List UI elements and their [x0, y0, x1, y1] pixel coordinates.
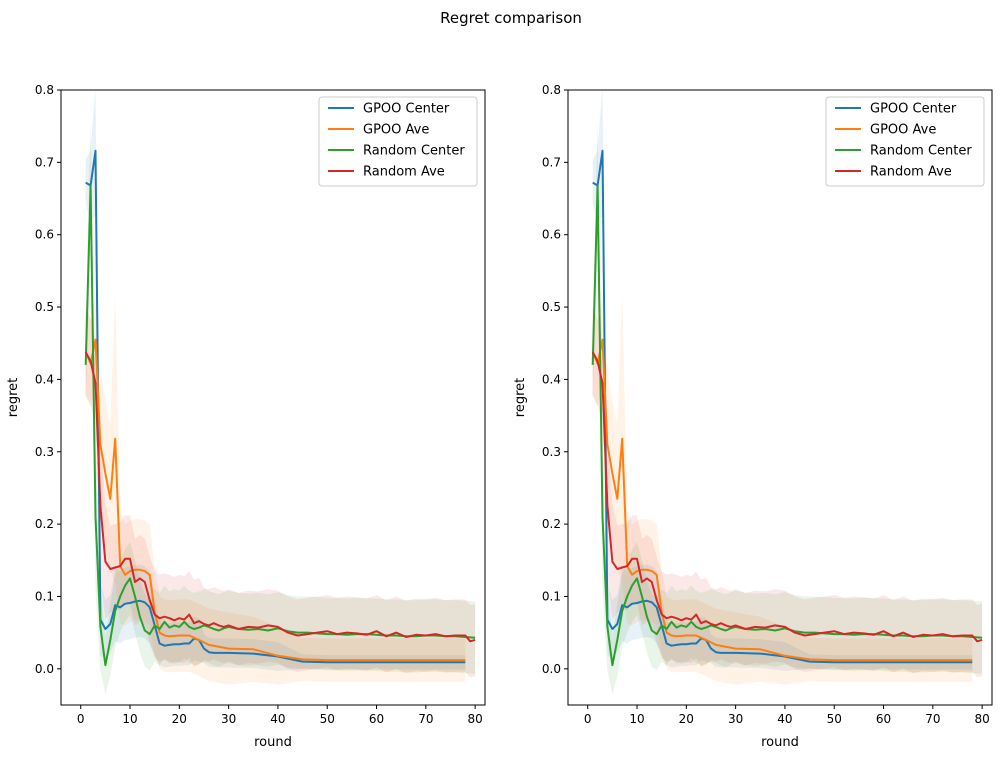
y-tick-label: 0.8 — [35, 83, 54, 97]
legend-label: Random Center — [363, 144, 465, 159]
x-tick-label: 10 — [122, 712, 137, 726]
legend-box — [318, 96, 478, 187]
x-tick-label: 50 — [827, 712, 842, 726]
y-tick-label: 0.6 — [542, 228, 561, 242]
y-axis-label: regret — [6, 378, 21, 417]
legend-label: Random Center — [870, 144, 972, 159]
y-tick-label: 0.4 — [35, 372, 54, 386]
x-tick-label: 0 — [584, 712, 592, 726]
x-tick-label: 20 — [172, 712, 187, 726]
y-tick-label: 0.1 — [542, 589, 561, 603]
legend: GPOO Center GPOO Ave Random Center Random A… — [825, 96, 985, 187]
y-tick-label: 0.4 — [542, 372, 561, 386]
x-tick-label: 10 — [629, 712, 644, 726]
line-random-ave — [591, 351, 983, 643]
y-tick-label: 0.1 — [35, 589, 54, 603]
legend-label: GPOO Center — [870, 102, 957, 117]
x-tick-label: 60 — [876, 712, 891, 726]
right-chart-panel: 0 10 20 30 40 50 60 70 80 0.0 0.1 0.2 0.3 0.4 0.5 0.6 0.… — [513, 83, 993, 750]
figure-title: Regret comparison — [440, 9, 582, 27]
y-tick-label: 0.3 — [542, 445, 561, 459]
line-random-ave — [84, 351, 476, 643]
band-random-ave — [592, 308, 983, 678]
legend-label: GPOO Ave — [870, 123, 936, 138]
band-random-ave — [85, 308, 476, 678]
y-tick-label: 0.0 — [542, 662, 561, 676]
legend-label: Random Ave — [363, 165, 445, 180]
y-tick-label: 0.6 — [35, 228, 54, 242]
x-tick-label: 70 — [418, 712, 433, 726]
legend-label: GPOO Ave — [363, 123, 429, 138]
x-tick-label: 40 — [270, 712, 285, 726]
band-gpoo-ave — [592, 294, 973, 685]
y-tick-label: 0.5 — [542, 300, 561, 314]
band-gpoo-center — [592, 90, 973, 671]
x-tick-label: 80 — [467, 712, 482, 726]
y-tick-label: 0.7 — [542, 155, 561, 169]
y-tick-label: 0.7 — [35, 155, 54, 169]
y-tick-label: 0.3 — [35, 445, 54, 459]
x-tick-label: 40 — [777, 712, 792, 726]
line-gpoo-ave — [591, 338, 973, 662]
y-tick-label: 0.8 — [542, 83, 561, 97]
legend-label: Random Ave — [870, 165, 952, 180]
x-tick-label: 30 — [221, 712, 236, 726]
confidence-bands — [592, 90, 983, 695]
confidence-bands — [85, 90, 476, 695]
band-random-center — [85, 120, 476, 695]
left-chart-panel: 0 10 20 30 40 50 60 70 80 0.0 0.1 0.2 0.3 0.4 0.5 0.6 0.… — [6, 83, 486, 750]
x-tick-label: 70 — [925, 712, 940, 726]
x-tick-label: 50 — [320, 712, 335, 726]
axes-frame — [567, 89, 993, 706]
x-axis-label: round — [254, 735, 292, 750]
y-tick-label: 0.2 — [542, 517, 561, 531]
x-tick-label: 0 — [77, 712, 85, 726]
y-tick-label: 0.2 — [35, 517, 54, 531]
legend-box — [825, 96, 985, 187]
y-axis-label: regret — [513, 378, 528, 417]
band-gpoo-ave — [85, 294, 466, 685]
legend: GPOO Center GPOO Ave Random Center Random A… — [318, 96, 478, 187]
x-tick-label: 30 — [728, 712, 743, 726]
x-tick-label: 80 — [974, 712, 989, 726]
x-tick-label: 60 — [369, 712, 384, 726]
series-lines — [84, 149, 476, 667]
series-lines — [591, 149, 983, 667]
band-gpoo-center — [85, 90, 466, 671]
x-tick-label: 20 — [679, 712, 694, 726]
x-axis-label: round — [761, 735, 799, 750]
band-random-center — [592, 120, 983, 695]
y-tick-label: 0.5 — [35, 300, 54, 314]
legend-label: GPOO Center — [363, 102, 450, 117]
y-tick-label: 0.0 — [35, 662, 54, 676]
axes-frame — [60, 89, 486, 706]
line-gpoo-ave — [84, 338, 466, 662]
